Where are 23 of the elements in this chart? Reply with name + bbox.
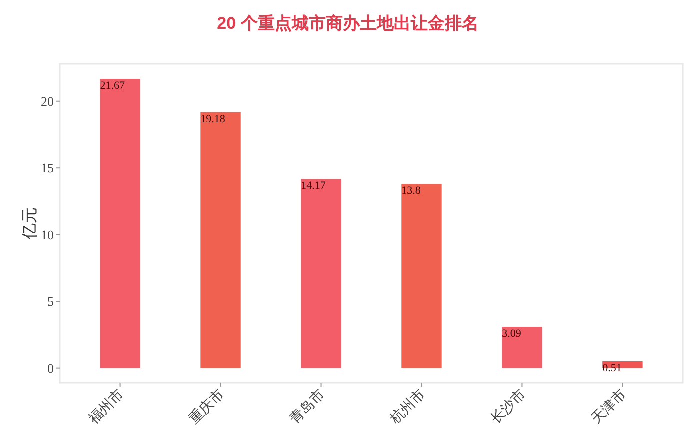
x-tick-label: 天津市 [588,386,630,428]
bar [402,184,442,368]
data-label: 13.8 [402,185,422,198]
y-tick-label: 0 [48,360,54,376]
bar [100,79,140,368]
y-axis-title: 亿元 [22,208,39,240]
bar [502,327,542,368]
y-tick-label: 20 [41,94,54,109]
x-tick-label: 福州市 [86,386,128,428]
y-tick-label: 15 [41,160,54,176]
x-tick-label: 杭州市 [386,386,429,428]
y-tick-label: 10 [41,227,54,242]
data-label: 21.67 [100,80,126,92]
data-label: 3.09 [502,328,522,340]
x-tick-label: 长沙市 [488,386,530,428]
x-tick-label: 重庆市 [186,386,228,428]
data-label: 19.18 [200,113,226,126]
data-label: 14.17 [301,180,326,192]
y-tick-label: 5 [48,294,54,310]
x-tick-label: 青岛市 [287,386,328,428]
bar [301,179,342,368]
chart-title: 20 个重点城市商办土地出让金排名 [217,14,479,33]
bar [200,112,241,368]
